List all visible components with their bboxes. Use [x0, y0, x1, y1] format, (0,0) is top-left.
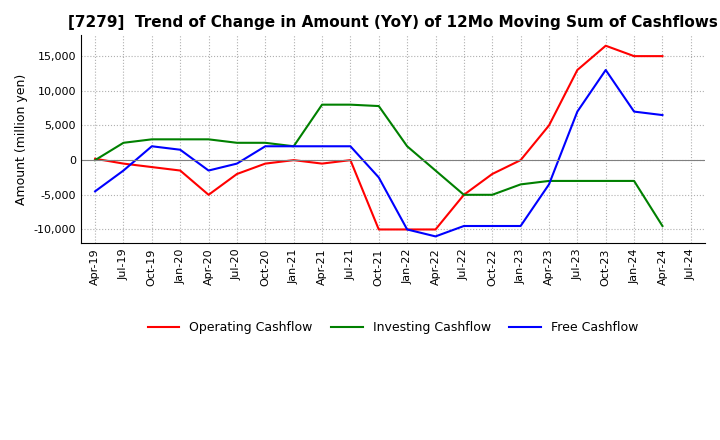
Investing Cashflow	[204, 137, 213, 142]
Free Cashflow	[516, 224, 525, 229]
Free Cashflow	[346, 143, 355, 149]
Investing Cashflow	[630, 178, 639, 183]
Operating Cashflow	[289, 158, 298, 163]
Investing Cashflow	[544, 178, 553, 183]
Title: [7279]  Trend of Change in Amount (YoY) of 12Mo Moving Sum of Cashflows: [7279] Trend of Change in Amount (YoY) o…	[68, 15, 718, 30]
Investing Cashflow	[658, 224, 667, 229]
Line: Free Cashflow: Free Cashflow	[95, 70, 662, 236]
Operating Cashflow	[374, 227, 383, 232]
Free Cashflow	[459, 224, 468, 229]
Operating Cashflow	[148, 165, 156, 170]
Investing Cashflow	[346, 102, 355, 107]
Operating Cashflow	[402, 227, 411, 232]
Investing Cashflow	[119, 140, 127, 146]
Line: Investing Cashflow: Investing Cashflow	[95, 105, 662, 226]
Free Cashflow	[630, 109, 639, 114]
Operating Cashflow	[658, 54, 667, 59]
Operating Cashflow	[91, 156, 99, 161]
Operating Cashflow	[544, 123, 553, 128]
Investing Cashflow	[289, 143, 298, 149]
Operating Cashflow	[119, 161, 127, 166]
Investing Cashflow	[516, 182, 525, 187]
Investing Cashflow	[573, 178, 582, 183]
Free Cashflow	[261, 143, 269, 149]
Investing Cashflow	[402, 143, 411, 149]
Operating Cashflow	[176, 168, 184, 173]
Operating Cashflow	[573, 67, 582, 73]
Operating Cashflow	[318, 161, 326, 166]
Free Cashflow	[289, 143, 298, 149]
Operating Cashflow	[488, 171, 497, 176]
Free Cashflow	[233, 161, 241, 166]
Investing Cashflow	[318, 102, 326, 107]
Free Cashflow	[658, 113, 667, 118]
Investing Cashflow	[374, 103, 383, 109]
Investing Cashflow	[459, 192, 468, 198]
Free Cashflow	[601, 67, 610, 73]
Free Cashflow	[573, 109, 582, 114]
Free Cashflow	[204, 168, 213, 173]
Investing Cashflow	[91, 158, 99, 163]
Operating Cashflow	[261, 161, 269, 166]
Free Cashflow	[374, 175, 383, 180]
Legend: Operating Cashflow, Investing Cashflow, Free Cashflow: Operating Cashflow, Investing Cashflow, …	[143, 316, 643, 339]
Free Cashflow	[91, 189, 99, 194]
Operating Cashflow	[204, 192, 213, 198]
Y-axis label: Amount (million yen): Amount (million yen)	[15, 74, 28, 205]
Line: Operating Cashflow: Operating Cashflow	[95, 46, 662, 230]
Operating Cashflow	[601, 43, 610, 48]
Operating Cashflow	[630, 54, 639, 59]
Investing Cashflow	[431, 168, 440, 173]
Operating Cashflow	[516, 158, 525, 163]
Investing Cashflow	[488, 192, 497, 198]
Investing Cashflow	[176, 137, 184, 142]
Operating Cashflow	[346, 158, 355, 163]
Free Cashflow	[176, 147, 184, 152]
Investing Cashflow	[148, 137, 156, 142]
Free Cashflow	[431, 234, 440, 239]
Investing Cashflow	[601, 178, 610, 183]
Free Cashflow	[119, 168, 127, 173]
Free Cashflow	[402, 227, 411, 232]
Free Cashflow	[318, 143, 326, 149]
Investing Cashflow	[261, 140, 269, 146]
Free Cashflow	[148, 143, 156, 149]
Free Cashflow	[544, 182, 553, 187]
Operating Cashflow	[459, 192, 468, 198]
Investing Cashflow	[233, 140, 241, 146]
Free Cashflow	[488, 224, 497, 229]
Operating Cashflow	[233, 171, 241, 176]
Operating Cashflow	[431, 227, 440, 232]
